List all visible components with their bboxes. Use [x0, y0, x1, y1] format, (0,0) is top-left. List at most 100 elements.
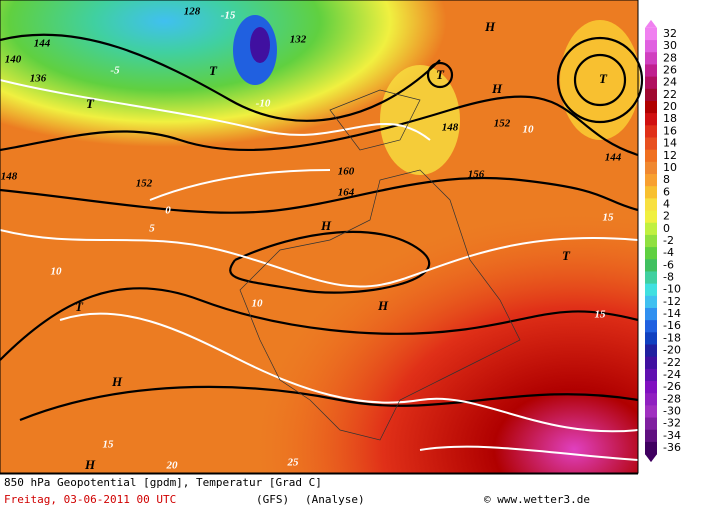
color-swatch [645, 222, 657, 236]
map-frame [0, 0, 639, 474]
color-swatch [645, 393, 657, 406]
legend-label: 12 [663, 149, 677, 162]
legend-label: 26 [663, 64, 677, 77]
color-swatch [645, 161, 657, 175]
color-swatch [645, 137, 657, 151]
map-label: -15 [221, 10, 236, 22]
map-label: H [377, 298, 389, 313]
legend-label: -8 [663, 271, 674, 284]
color-swatch [645, 88, 657, 102]
map-label: 128 [184, 6, 201, 18]
color-swatch [645, 381, 657, 394]
map-label: 152 [494, 118, 511, 130]
legend-label: 4 [663, 197, 670, 210]
legend-label: -34 [663, 429, 681, 442]
map-label: H [320, 218, 332, 233]
color-swatch [645, 210, 657, 224]
color-swatch [645, 113, 657, 126]
map-label: -10 [256, 98, 271, 110]
legend-label: -22 [663, 356, 681, 369]
map-label: 15 [595, 309, 607, 321]
color-swatch [645, 356, 657, 370]
legend-label: 2 [663, 210, 670, 223]
legend-label: -2 [663, 234, 674, 247]
footer-date: Freitag, 03-06-2011 00 UTC [4, 493, 176, 506]
map-area: 144 H T T H T T H H T T H H 144 140 136 152 156 160 164 148 1… [0, 0, 644, 473]
legend-label: -10 [663, 283, 681, 296]
color-swatch [645, 332, 657, 345]
legend-label: 22 [663, 88, 677, 101]
color-swatch [645, 234, 657, 248]
scale-arrow-top [645, 19, 657, 28]
legend-label: -26 [663, 380, 681, 393]
legend-label: 28 [663, 51, 677, 64]
map-label: -5 [110, 65, 120, 77]
map-label: T [599, 71, 608, 86]
legend-label: -16 [663, 319, 681, 332]
footer-source: © www.wetter3.de [484, 493, 590, 506]
geopotential-contours [0, 33, 644, 422]
map-label: 0 [165, 205, 171, 217]
map-label: T [86, 96, 95, 111]
map-label: H [84, 457, 96, 472]
map-label: 144 [605, 152, 622, 164]
legend-label: 24 [663, 76, 677, 89]
map-label: 136 [30, 73, 47, 85]
map-label: H [111, 374, 123, 389]
map-label: H [484, 19, 496, 34]
map-label: 148 [1, 171, 18, 183]
map-label: T [436, 67, 445, 82]
map-label: T [209, 63, 218, 78]
map-label: 152 [136, 178, 153, 190]
legend-label: 0 [663, 222, 670, 235]
color-swatch [645, 307, 657, 321]
color-swatch [645, 52, 657, 65]
color-swatch [645, 247, 657, 260]
legend-label: -32 [663, 417, 681, 430]
legend-label: -14 [663, 307, 681, 320]
footer-title: 850 hPa Geopotential [gpdm], Temperatur … [4, 476, 322, 489]
legend-label: 20 [663, 100, 677, 113]
legend-label: 10 [663, 161, 677, 174]
map-label: 10 [523, 124, 535, 136]
legend-label: -24 [663, 368, 681, 381]
footer-run: (Analyse) [305, 493, 365, 506]
color-swatch [645, 283, 657, 297]
legend-label: -30 [663, 404, 681, 417]
legend-label: 16 [663, 124, 677, 137]
color-swatch [645, 405, 657, 419]
color-swatch [645, 417, 657, 431]
color-scale: 32302826242220181614121086420-2-4-6-8-10… [645, 19, 681, 463]
color-swatch [645, 27, 657, 41]
map-label: 140 [5, 54, 22, 66]
legend-label: 32 [663, 27, 677, 40]
map-label: 164 [338, 187, 355, 199]
legend-label: 8 [663, 173, 670, 186]
color-swatch [645, 320, 657, 333]
color-swatch [645, 174, 657, 187]
footer-model: (GFS) [256, 493, 289, 506]
scale-arrow-bottom [645, 454, 657, 463]
legend-label: 14 [663, 137, 677, 150]
map-label: 160 [338, 166, 355, 178]
legend-label: -4 [663, 246, 674, 259]
legend-label: -20 [663, 344, 681, 357]
legend-label: 6 [663, 185, 670, 198]
temperature-contours [0, 79, 639, 461]
map-label: 144 [34, 38, 51, 50]
color-swatch [645, 76, 657, 90]
legend-label: -28 [663, 392, 681, 405]
legend-label: -18 [663, 331, 681, 344]
color-swatch [645, 64, 657, 78]
coastlines [239, 89, 521, 441]
color-swatch [645, 259, 657, 272]
map-label: 15 [603, 212, 615, 224]
color-swatch [645, 198, 657, 212]
color-swatch [645, 344, 657, 358]
color-swatch [645, 271, 657, 285]
color-swatch [645, 186, 657, 199]
map-label: 20 [166, 460, 179, 472]
map-label: 5 [149, 223, 155, 235]
map-label: 148 [442, 122, 459, 134]
